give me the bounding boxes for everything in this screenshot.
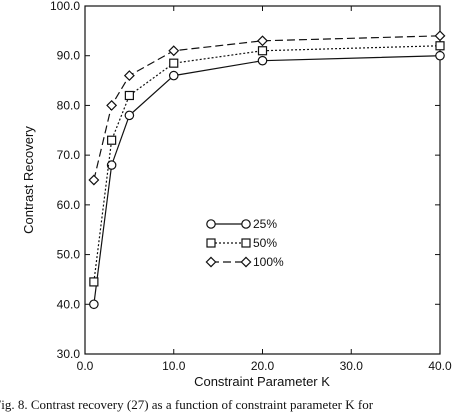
data-point	[434, 30, 446, 42]
x-axis-label: Constraint Parameter K	[194, 374, 330, 389]
series-line	[93, 45, 441, 282]
y-tick-label: 100.0	[50, 0, 80, 13]
y-axis-label: Contrast Recovery	[21, 126, 36, 234]
x-tick-label: 0.0	[77, 359, 94, 373]
legend-label: 50%	[253, 236, 277, 250]
series-line	[93, 35, 441, 181]
data-point	[89, 277, 99, 287]
y-tick-label: 90.0	[57, 49, 81, 63]
data-point	[169, 58, 179, 68]
y-tick-label: 40.0	[57, 297, 81, 311]
series-layer	[88, 30, 446, 310]
series-0	[89, 50, 445, 310]
legend-item: 100%	[205, 255, 284, 269]
data-point	[88, 174, 100, 186]
series-line	[93, 55, 441, 305]
data-point	[106, 160, 117, 170]
legend-marker	[205, 256, 217, 268]
data-point	[124, 110, 135, 121]
legend-label: 100%	[253, 255, 284, 269]
legend-marker	[206, 238, 216, 248]
data-point	[168, 70, 179, 81]
legend: 25% 50% 100%	[205, 217, 284, 269]
y-tick-label: 60.0	[57, 198, 81, 212]
series-1	[89, 41, 445, 287]
x-tick-label: 10.0	[162, 359, 186, 373]
legend-marker	[240, 256, 252, 268]
x-tick-label: 20.0	[251, 359, 275, 373]
data-point	[124, 90, 134, 101]
data-point	[257, 35, 268, 47]
series-2	[88, 30, 446, 186]
legend-marker	[241, 219, 251, 229]
legend-label: 25%	[253, 217, 277, 231]
data-point	[89, 299, 99, 310]
x-tick-label: 40.0	[428, 359, 452, 373]
legend-item: 25%	[206, 217, 277, 231]
data-point	[257, 55, 268, 66]
legend-item: 50%	[206, 236, 277, 250]
data-point	[435, 50, 445, 61]
legend-marker	[206, 219, 216, 229]
y-tick-label: 80.0	[57, 98, 81, 112]
data-point	[168, 45, 180, 57]
data-point	[107, 135, 117, 145]
data-point	[106, 99, 118, 111]
figure-caption: Fig. 8. Contrast recovery (27) as a func…	[0, 397, 374, 412]
axis-ticks: 0.0 10.0 20.0 30.0 40.0 30.0 40.0 50.0 60.0 70.0 8…	[50, 0, 452, 373]
x-tick-label: 30.0	[340, 359, 364, 373]
legend-marker	[241, 238, 251, 248]
y-tick-label: 70.0	[57, 148, 81, 162]
y-tick-label: 30.0	[57, 347, 81, 361]
data-point	[123, 70, 135, 82]
data-point	[257, 46, 268, 56]
data-point	[435, 41, 445, 51]
y-tick-label: 50.0	[57, 248, 81, 262]
